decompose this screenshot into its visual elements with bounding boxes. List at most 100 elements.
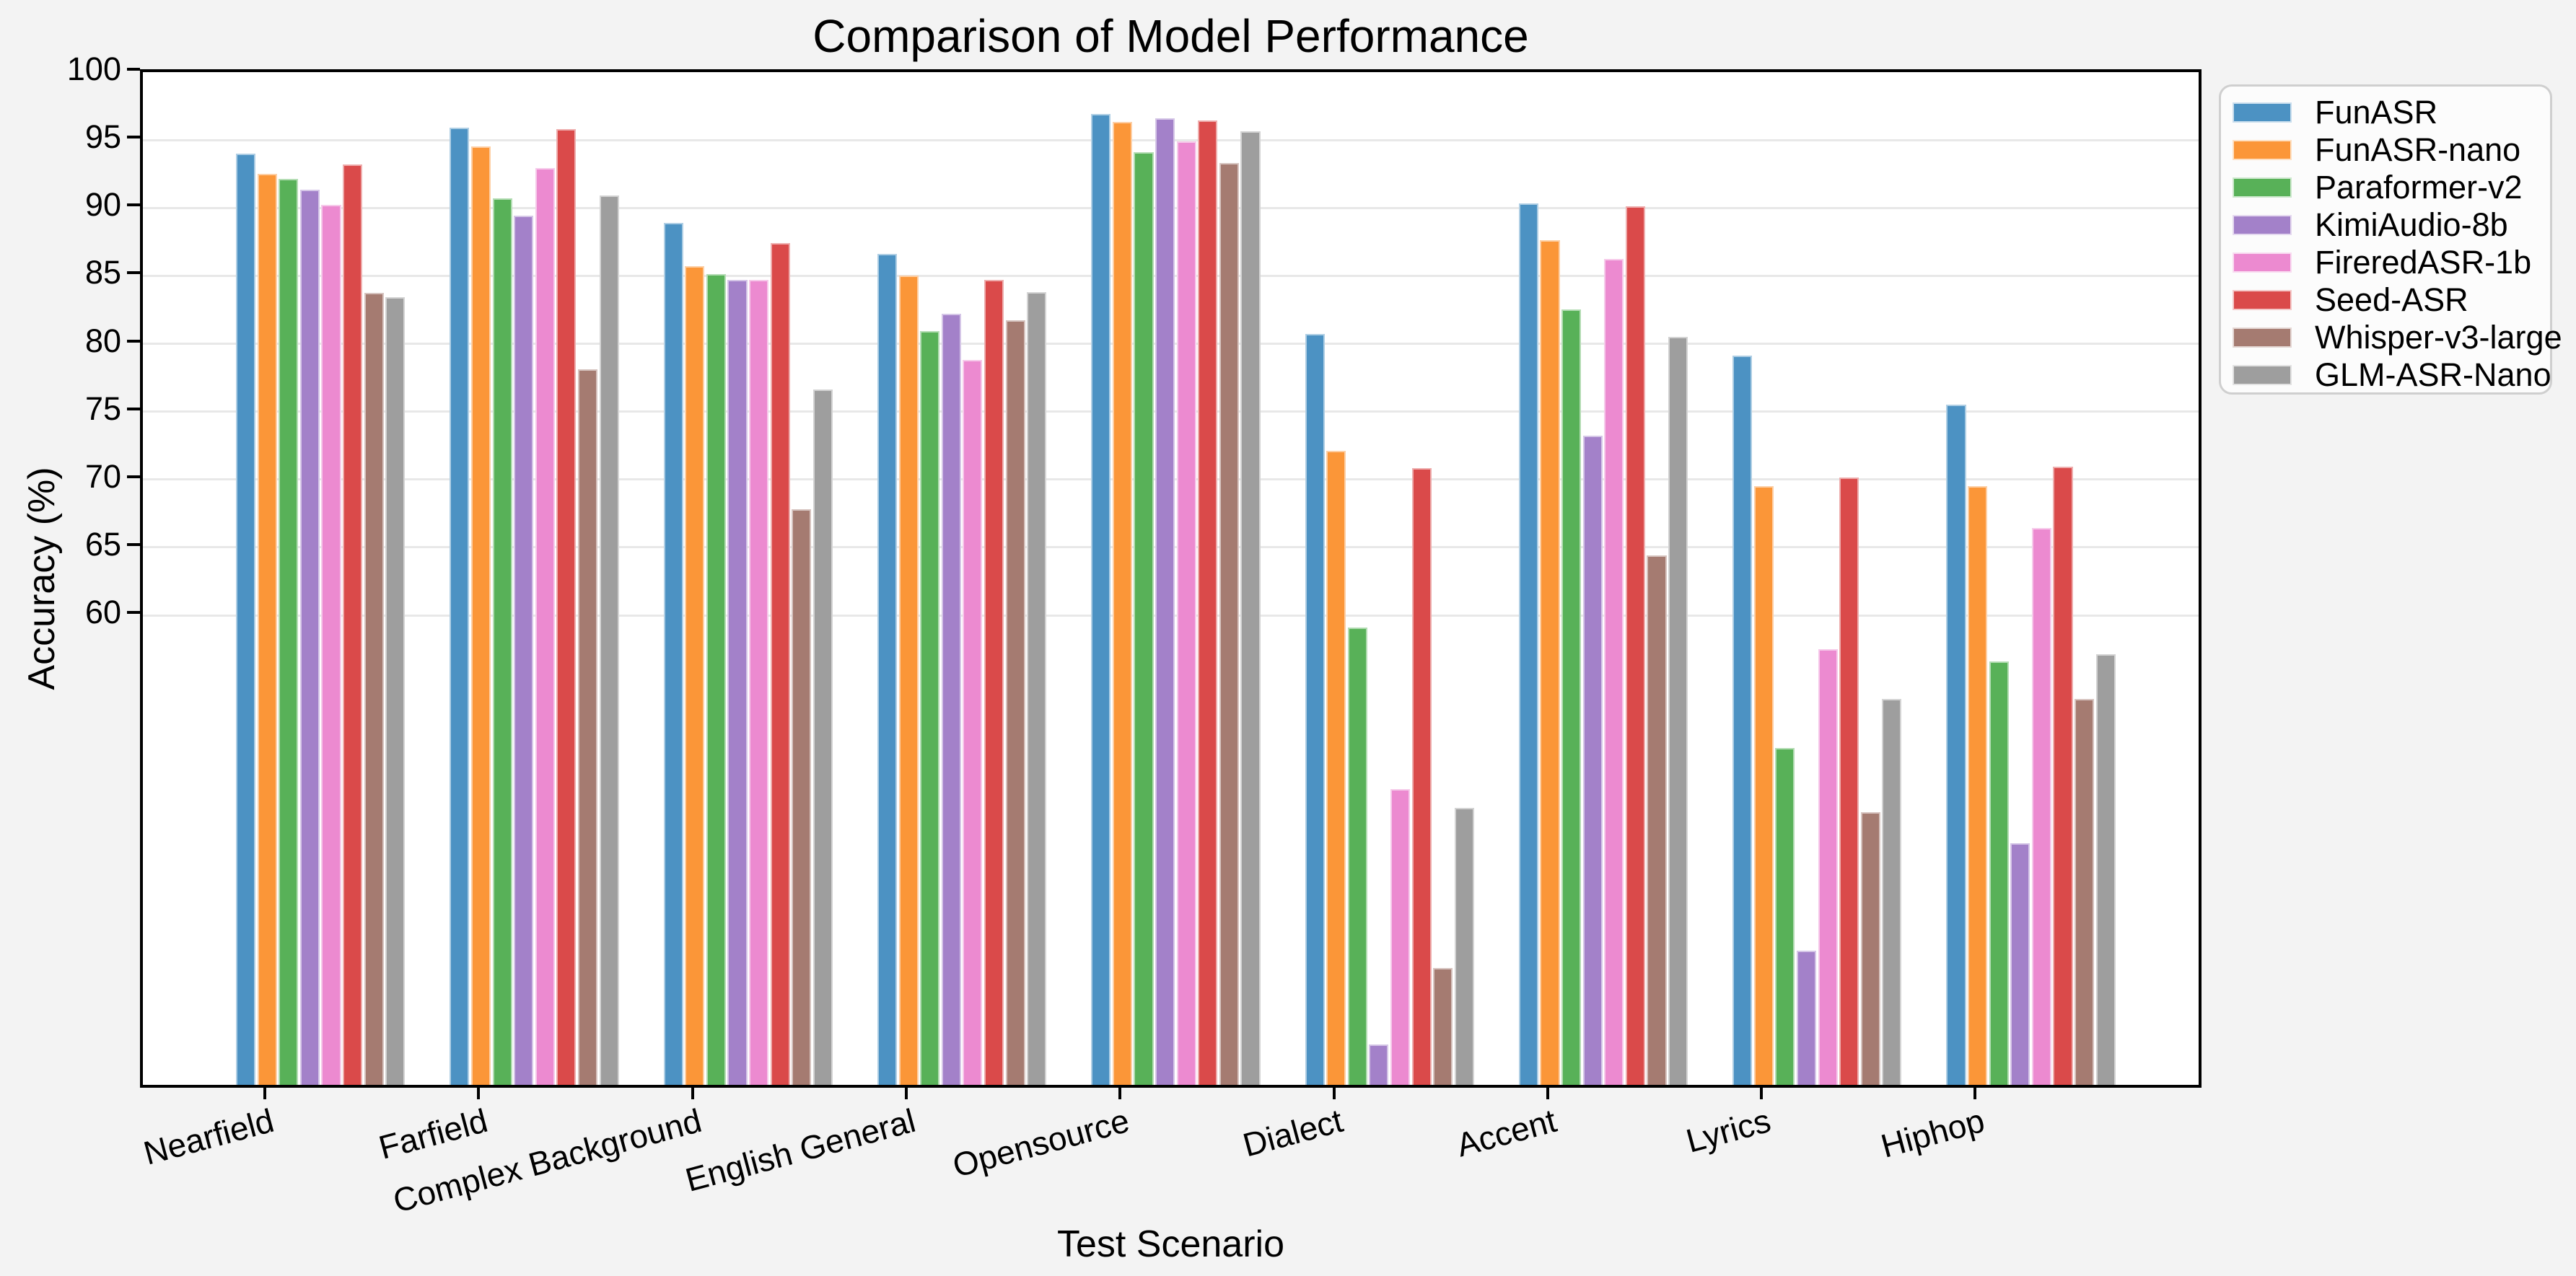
chart-title: Comparison of Model Performance — [812, 10, 1529, 62]
legend-label-FireredASR-1b: FireredASR-1b — [2315, 244, 2532, 281]
bar-FireredASR-1b-Nearfield — [321, 205, 341, 1085]
bar-Whisper-v3-large-English General — [1005, 320, 1025, 1085]
y-tick-label-90: 90 — [84, 186, 121, 224]
bar-GLM-ASR-Nano-Lyrics — [1882, 699, 1902, 1085]
x-tick-Dialect — [1332, 1088, 1336, 1099]
bar-Paraformer-v2-Accent — [1561, 309, 1582, 1085]
bar-KimiAudio-8b-Hiphop — [2010, 842, 2030, 1085]
bar-FunASR-Complex Background — [663, 222, 683, 1085]
y-tick-85 — [127, 271, 140, 275]
bar-FunASR-nano-Complex Background — [685, 265, 705, 1085]
bar-Seed-ASR-Hiphop — [2053, 467, 2073, 1085]
legend-label-KimiAudio-8b: KimiAudio-8b — [2315, 206, 2508, 243]
x-tick-label-Nearfield: Nearfield — [139, 1101, 278, 1172]
legend-label-FunASR: FunASR — [2315, 94, 2438, 131]
legend-row-GLM-ASR-Nano: GLM-ASR-Nano — [2221, 356, 2551, 394]
bar-FunASR-nano-Opensource — [1112, 122, 1132, 1085]
y-tick-95 — [127, 136, 140, 139]
y-tick-80 — [127, 339, 140, 343]
bar-FunASR-nano-Farfield — [470, 146, 491, 1085]
legend-row-FunASR: FunASR — [2221, 94, 2550, 131]
bar-Paraformer-v2-Nearfield — [279, 179, 299, 1085]
bar-FunASR-Hiphop — [1946, 404, 1966, 1085]
bar-FunASR-nano-Nearfield — [257, 173, 277, 1085]
bar-FunASR-English General — [877, 253, 898, 1085]
y-tick-100 — [127, 68, 140, 71]
bar-Whisper-v3-large-Complex Background — [792, 509, 812, 1085]
bar-Paraformer-v2-Farfield — [492, 198, 512, 1085]
legend-row-FireredASR-1b: FireredASR-1b — [2221, 244, 2550, 281]
legend-row-KimiAudio-8b: KimiAudio-8b — [2221, 206, 2550, 244]
legend-swatch-FunASR — [2233, 102, 2292, 123]
bar-GLM-ASR-Nano-Dialect — [1454, 807, 1474, 1085]
y-axis-title: Accuracy (%) — [21, 467, 63, 690]
y-tick-70 — [127, 475, 140, 478]
bar-FireredASR-1b-Lyrics — [1818, 648, 1838, 1085]
y-tick-60 — [127, 611, 140, 615]
bar-GLM-ASR-Nano-English General — [1027, 291, 1047, 1085]
x-tick-label-Opensource: Opensource — [948, 1101, 1133, 1185]
y-tick-label-65: 65 — [84, 525, 121, 563]
bar-Whisper-v3-large-Accent — [1647, 555, 1667, 1085]
bar-Paraformer-v2-Lyrics — [1775, 748, 1795, 1085]
legend-row-Paraformer-v2: Paraformer-v2 — [2221, 169, 2550, 206]
bar-FireredASR-1b-Farfield — [535, 168, 555, 1085]
bar-FunASR-nano-Dialect — [1326, 450, 1346, 1085]
bar-FireredASR-1b-Hiphop — [2031, 528, 2051, 1085]
bar-FireredASR-1b-English General — [963, 359, 983, 1085]
y-tick-label-60: 60 — [84, 594, 121, 631]
bar-FunASR-Dialect — [1305, 333, 1325, 1085]
y-tick-90 — [127, 203, 140, 207]
x-tick-Nearfield — [263, 1088, 266, 1099]
legend-swatch-FunASR-nano — [2233, 140, 2292, 160]
legend-swatch-Whisper-v3-large — [2233, 327, 2292, 348]
legend-label-Seed-ASR: Seed-ASR — [2315, 281, 2468, 318]
bar-FunASR-nano-English General — [898, 275, 919, 1085]
y-tick-75 — [127, 407, 140, 410]
bar-GLM-ASR-Nano-Farfield — [599, 195, 619, 1085]
bar-FireredASR-1b-Complex Background — [749, 279, 769, 1085]
bar-KimiAudio-8b-Accent — [1582, 436, 1603, 1085]
bar-Seed-ASR-English General — [983, 279, 1004, 1085]
x-tick-label-Hiphop: Hiphop — [1876, 1101, 1989, 1165]
bar-Whisper-v3-large-Opensource — [1219, 162, 1239, 1085]
y-tick-label-100: 100 — [66, 50, 121, 87]
legend-label-FunASR-nano: FunASR-nano — [2315, 131, 2521, 168]
y-tick-label-70: 70 — [84, 457, 121, 495]
x-tick-Farfield — [477, 1088, 481, 1099]
bar-FireredASR-1b-Opensource — [1176, 141, 1196, 1085]
legend-swatch-KimiAudio-8b — [2233, 215, 2292, 235]
legend-label-Paraformer-v2: Paraformer-v2 — [2315, 169, 2523, 206]
bar-Paraformer-v2-Complex Background — [706, 274, 726, 1085]
bar-Seed-ASR-Opensource — [1198, 120, 1218, 1085]
y-tick-label-95: 95 — [84, 118, 121, 156]
legend-swatch-GLM-ASR-Nano — [2233, 365, 2292, 385]
bar-Seed-ASR-Accent — [1625, 206, 1645, 1085]
bar-Seed-ASR-Farfield — [556, 128, 577, 1085]
y-tick-label-75: 75 — [84, 390, 121, 427]
legend-row-Whisper-v3-large: Whisper-v3-large — [2221, 319, 2562, 356]
x-tick-label-Lyrics: Lyrics — [1681, 1101, 1774, 1160]
bar-FireredASR-1b-Dialect — [1390, 788, 1411, 1085]
bar-Whisper-v3-large-Hiphop — [2075, 699, 2095, 1085]
bar-Paraformer-v2-Hiphop — [1989, 661, 2009, 1085]
bar-Paraformer-v2-English General — [920, 331, 940, 1085]
x-tick-Opensource — [1118, 1088, 1122, 1099]
bar-Paraformer-v2-Dialect — [1347, 627, 1367, 1085]
x-tick-label-Dialect: Dialect — [1238, 1101, 1347, 1164]
bar-KimiAudio-8b-Complex Background — [727, 279, 748, 1085]
bar-FunASR-Lyrics — [1732, 356, 1753, 1085]
x-tick-Complex Background — [691, 1088, 694, 1099]
bar-KimiAudio-8b-Dialect — [1369, 1044, 1389, 1085]
bar-KimiAudio-8b-English General — [941, 313, 961, 1085]
x-axis-title: Test Scenario — [1056, 1223, 1285, 1265]
bar-Seed-ASR-Nearfield — [343, 164, 363, 1085]
x-tick-English General — [904, 1088, 908, 1099]
bar-GLM-ASR-Nano-Complex Background — [812, 390, 833, 1085]
x-tick-Accent — [1546, 1088, 1549, 1099]
legend-swatch-Seed-ASR — [2233, 290, 2292, 310]
bar-Whisper-v3-large-Farfield — [577, 369, 598, 1085]
bar-Seed-ASR-Lyrics — [1839, 478, 1859, 1085]
bar-FunASR-Accent — [1518, 203, 1538, 1085]
